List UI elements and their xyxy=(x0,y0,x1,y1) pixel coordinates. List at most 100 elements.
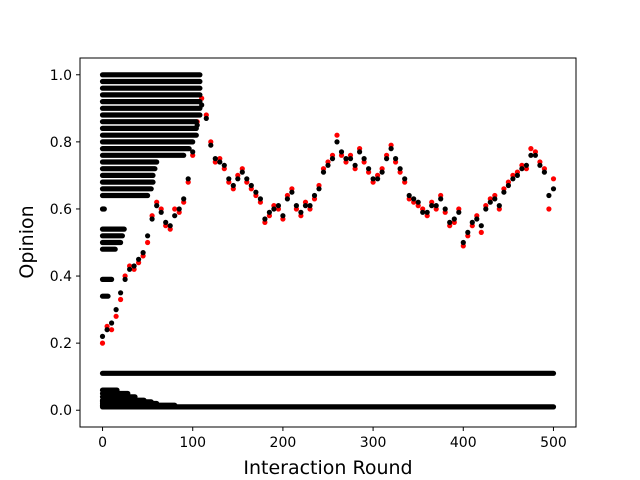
data-point xyxy=(411,196,417,202)
data-point xyxy=(257,196,263,202)
data-point xyxy=(109,327,115,333)
data-point xyxy=(158,209,164,215)
data-point xyxy=(99,340,106,346)
data-point xyxy=(352,162,358,168)
data-point xyxy=(478,229,484,235)
data-point xyxy=(447,219,453,225)
data-point xyxy=(546,192,552,199)
data-point xyxy=(289,189,295,195)
x-axis-ticks: 0 100 200 300 400 500 xyxy=(98,427,567,451)
data-point xyxy=(397,166,403,172)
data-point xyxy=(528,152,534,158)
data-point xyxy=(212,156,218,162)
data-point xyxy=(307,203,313,209)
data-point xyxy=(104,327,110,333)
data-point xyxy=(483,206,489,212)
data-point xyxy=(487,199,493,205)
data-point xyxy=(248,182,254,189)
y-axis-label: Opinion xyxy=(16,205,38,278)
data-point xyxy=(284,196,290,202)
data-point xyxy=(528,146,534,152)
data-point xyxy=(429,203,435,209)
data-point xyxy=(275,203,281,209)
data-point xyxy=(181,196,187,202)
data-point xyxy=(113,313,119,319)
data-point xyxy=(203,115,209,121)
data-point xyxy=(302,203,309,209)
data-point xyxy=(402,176,408,182)
data-point xyxy=(424,209,430,215)
data-point xyxy=(366,166,372,172)
data-point xyxy=(230,182,236,189)
y-axis-ticks: 0.0 0.2 0.4 0.6 0.8 1.0 xyxy=(50,68,80,419)
x-tick-label: 200 xyxy=(270,435,297,451)
data-point xyxy=(537,162,543,168)
data-point xyxy=(541,169,548,175)
data-point xyxy=(420,209,426,215)
data-point xyxy=(145,233,151,239)
x-axis-label: Interaction Round xyxy=(243,457,412,479)
data-point xyxy=(329,156,336,162)
plot-frame xyxy=(79,57,577,428)
data-point xyxy=(122,276,128,282)
data-point xyxy=(118,296,124,303)
data-point xyxy=(550,176,557,182)
data-point xyxy=(338,149,345,155)
data-point xyxy=(136,256,142,262)
data-point xyxy=(523,162,530,168)
data-point xyxy=(357,149,363,155)
data-point xyxy=(514,172,521,178)
data-point xyxy=(293,203,299,209)
y-tick-label: 0.0 xyxy=(50,403,72,419)
data-point xyxy=(519,166,525,172)
data-point xyxy=(172,206,178,212)
plot-marks xyxy=(99,72,557,410)
data-point xyxy=(370,176,376,182)
data-point xyxy=(262,216,268,222)
data-point xyxy=(99,333,106,339)
series-2 xyxy=(99,72,557,410)
data-point xyxy=(415,199,421,205)
data-point xyxy=(298,209,304,215)
x-tick-label: 0 xyxy=(98,435,107,451)
data-point xyxy=(388,146,394,152)
data-point xyxy=(311,192,318,199)
data-point xyxy=(221,162,227,168)
y-tick-label: 0.4 xyxy=(50,269,72,285)
data-point xyxy=(334,132,340,138)
data-point xyxy=(109,320,115,326)
y-tick-label: 0.8 xyxy=(50,135,72,151)
x-tick-label: 500 xyxy=(540,435,567,451)
data-point xyxy=(546,206,552,212)
data-point xyxy=(442,206,448,212)
data-point xyxy=(266,209,272,215)
data-point xyxy=(190,149,196,155)
data-point xyxy=(145,239,151,246)
y-tick-label: 0.2 xyxy=(50,336,72,352)
data-point xyxy=(343,156,349,162)
data-point xyxy=(474,216,480,222)
y-tick-label: 1.0 xyxy=(50,68,72,84)
y-tick-label: 0.6 xyxy=(50,202,72,218)
data-point xyxy=(226,176,232,182)
data-point xyxy=(406,192,412,199)
data-point xyxy=(393,156,399,162)
data-point xyxy=(244,176,250,182)
data-point xyxy=(469,219,475,225)
data-point xyxy=(334,139,340,145)
data-point xyxy=(239,169,245,175)
data-point xyxy=(347,156,354,162)
data-point xyxy=(492,196,498,202)
data-point xyxy=(176,206,182,212)
data-point xyxy=(379,169,385,175)
data-point xyxy=(172,213,178,219)
data-point xyxy=(505,182,511,189)
data-point xyxy=(131,263,137,269)
data-point xyxy=(140,250,146,256)
data-point xyxy=(280,213,286,219)
data-point xyxy=(154,203,160,209)
data-point xyxy=(320,169,327,175)
data-point xyxy=(465,229,471,235)
